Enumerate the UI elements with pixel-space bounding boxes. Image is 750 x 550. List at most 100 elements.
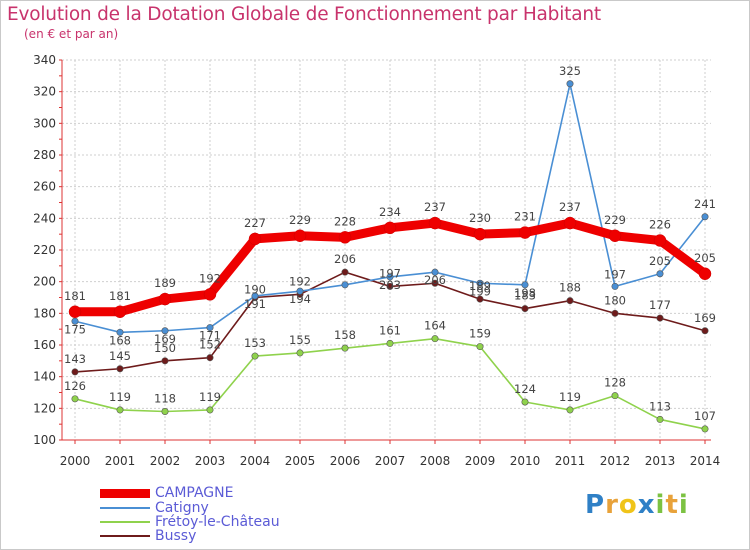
x-tick-label: 2001 — [105, 454, 136, 468]
data-label-campagne: 189 — [154, 276, 176, 290]
data-point-fr-toy-le-ch-teau — [296, 349, 304, 357]
data-point-campagne — [563, 216, 577, 230]
data-point-bussy — [161, 357, 169, 365]
legend-label-fretoy: Frétoy-le-Château — [155, 514, 280, 530]
data-point-catigny — [701, 213, 709, 221]
logo-letter: t — [665, 490, 679, 520]
data-point-fr-toy-le-ch-teau — [431, 335, 439, 343]
data-point-campagne — [428, 216, 442, 230]
data-point-bussy — [386, 282, 394, 290]
x-tick-label: 2003 — [195, 454, 226, 468]
y-tick-label: 220 — [33, 243, 56, 257]
data-label-catigny: 205 — [649, 254, 671, 268]
data-point-fr-toy-le-ch-teau — [161, 407, 169, 415]
data-label-bussy: 197 — [379, 266, 401, 280]
proxiti-logo: Proxiti — [585, 490, 689, 520]
data-label-campagne: 227 — [244, 216, 266, 230]
data-point-catigny — [251, 292, 259, 300]
x-tick-label: 2008 — [420, 454, 451, 468]
data-point-catigny — [296, 287, 304, 295]
x-tick-label: 2005 — [285, 454, 316, 468]
data-point-catigny — [116, 328, 124, 336]
y-tick-label: 200 — [33, 275, 56, 289]
data-label-campagne: 192 — [199, 271, 221, 285]
data-label-catigny: 191 — [244, 297, 266, 311]
data-point-campagne — [338, 231, 352, 244]
data-label-fr-toy-le-ch-teau: 153 — [244, 336, 266, 350]
data-point-fr-toy-le-ch-teau — [251, 352, 259, 360]
data-point-bussy — [116, 365, 124, 373]
x-tick-label: 2006 — [330, 454, 361, 468]
data-label-catigny: 241 — [694, 197, 716, 211]
data-label-bussy: 188 — [559, 281, 581, 295]
data-label-bussy: 183 — [514, 289, 536, 303]
data-point-fr-toy-le-ch-teau — [701, 425, 709, 433]
data-label-campagne: 237 — [559, 200, 581, 214]
data-point-bussy — [476, 295, 484, 303]
data-label-bussy: 192 — [289, 274, 311, 288]
data-label-catigny: 168 — [109, 333, 131, 347]
data-label-bussy: 189 — [469, 279, 491, 293]
data-label-fr-toy-le-ch-teau: 119 — [199, 390, 221, 404]
logo-letter: i — [655, 490, 666, 520]
legend-label-bussy: Bussy — [155, 528, 197, 544]
y-tick-label: 120 — [33, 401, 56, 415]
data-label-catigny: 169 — [154, 332, 176, 346]
data-point-bussy — [521, 305, 529, 313]
data-point-fr-toy-le-ch-teau — [611, 392, 619, 400]
x-tick-label: 2000 — [60, 454, 91, 468]
data-label-catigny: 325 — [559, 64, 581, 78]
y-tick-label: 280 — [33, 148, 56, 162]
x-tick-label: 2014 — [690, 454, 721, 468]
data-label-campagne: 205 — [694, 251, 716, 265]
data-point-fr-toy-le-ch-teau — [341, 344, 349, 352]
legend-swatch-bussy — [100, 535, 150, 537]
data-label-bussy: 180 — [604, 293, 626, 307]
data-label-fr-toy-le-ch-teau: 126 — [64, 379, 86, 393]
data-point-bussy — [431, 279, 439, 287]
data-label-fr-toy-le-ch-teau: 118 — [154, 392, 176, 406]
logo-letter: o — [618, 490, 638, 520]
data-label-campagne: 231 — [514, 210, 536, 224]
data-label-bussy: 177 — [649, 298, 671, 312]
data-point-fr-toy-le-ch-teau — [71, 395, 79, 403]
x-tick-label: 2002 — [150, 454, 181, 468]
data-point-campagne — [203, 288, 217, 301]
data-label-catigny: 171 — [199, 329, 221, 343]
data-point-catigny — [611, 282, 619, 290]
data-point-catigny — [521, 281, 529, 289]
data-point-campagne — [518, 226, 532, 239]
legend-swatch-campagne — [100, 488, 150, 498]
logo-letter: r — [605, 490, 619, 520]
data-point-fr-toy-le-ch-teau — [116, 406, 124, 414]
data-point-campagne — [473, 227, 487, 241]
data-label-fr-toy-le-ch-teau: 164 — [424, 319, 446, 333]
data-point-campagne — [248, 232, 262, 246]
data-label-fr-toy-le-ch-teau: 155 — [289, 333, 311, 347]
data-point-fr-toy-le-ch-teau — [386, 339, 394, 347]
x-tick-label: 2004 — [240, 454, 271, 468]
data-point-catigny — [386, 273, 394, 281]
data-label-fr-toy-le-ch-teau: 158 — [334, 328, 356, 342]
data-label-catigny: 198 — [514, 286, 536, 300]
data-label-campagne: 181 — [109, 289, 131, 303]
data-label-bussy: 152 — [199, 338, 221, 352]
data-label-bussy: 206 — [334, 252, 356, 266]
data-label-bussy: 190 — [244, 283, 266, 297]
data-label-catigny: 175 — [64, 322, 86, 336]
data-label-catigny: 197 — [604, 267, 626, 281]
data-point-catigny — [71, 317, 79, 325]
y-tick-label: 300 — [33, 116, 56, 130]
data-label-campagne: 234 — [379, 205, 401, 219]
data-label-campagne: 229 — [289, 213, 311, 227]
data-point-bussy — [341, 268, 349, 276]
data-label-catigny: 199 — [469, 284, 491, 298]
data-point-fr-toy-le-ch-teau — [566, 406, 574, 414]
y-tick-label: 100 — [33, 433, 56, 447]
data-label-campagne: 226 — [649, 218, 671, 232]
data-point-fr-toy-le-ch-teau — [656, 415, 664, 423]
data-point-bussy — [71, 368, 79, 376]
logo-letter: i — [678, 490, 689, 520]
data-point-bussy — [656, 314, 664, 322]
